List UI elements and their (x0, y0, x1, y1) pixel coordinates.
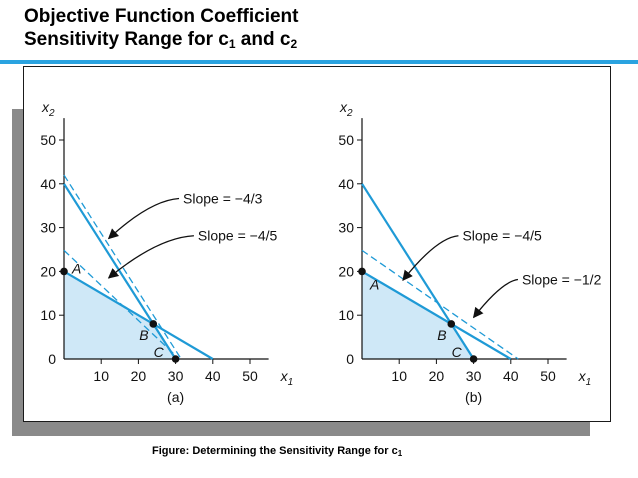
panel-a-annotation-arrow-2 (107, 235, 194, 279)
title-sub-2: 2 (290, 37, 298, 51)
panel-b-y-tick-label: 20 (338, 263, 354, 279)
panel-a-x-tick-label: 40 (205, 368, 221, 384)
panel-b-annotation-arrow-2 (472, 278, 519, 319)
panel-b-y-axis-label-sub: 2 (346, 108, 353, 119)
panel-b-y-tick-label: 50 (338, 132, 354, 148)
panel-b-x-tick-label: 40 (503, 368, 519, 384)
panel-a-point-b (149, 320, 158, 328)
title-line-2-prefix: Sensitivity Range for c (24, 29, 229, 50)
panel-b-x-tick-label: 10 (391, 368, 407, 384)
panel-b-point-b (447, 320, 456, 328)
panel-b-annotation-label-2: Slope = −1/2 (522, 272, 602, 288)
panel-b-point-a (358, 267, 366, 276)
panel-b-point-label-a: A (369, 276, 379, 292)
panel-a-x-axis-label: x1 (280, 368, 294, 388)
title-line-2: Sensitivity Range for c1 and c2 (24, 28, 298, 56)
figure-frame (23, 66, 611, 422)
panel-a-constraint-line (63, 270, 214, 360)
panel-a-x-tick-label: 20 (131, 368, 147, 384)
title-divider (0, 60, 638, 64)
panel-a-x-axis-label-sub: 1 (288, 377, 294, 388)
panel-b-x-axis-label: x1 (578, 368, 592, 388)
panel-b-x-tick-label: 20 (429, 368, 445, 384)
panel-b-point-label-b: B (437, 327, 446, 343)
panel-b-y-tick-label: 0 (346, 351, 354, 367)
panel-b-point-label-c: C (452, 344, 463, 360)
panel-a-x-tick-label: 10 (93, 368, 109, 384)
panel-a-y-tick-label: 10 (40, 307, 56, 323)
panel-b-y-axis-label: x2 (339, 99, 353, 119)
panel-a-y-tick-label: 20 (40, 263, 56, 279)
panel-a-y-axis-label: x2 (41, 99, 55, 119)
panel-b-x-tick-label: 30 (466, 368, 482, 384)
panel-a-objective-line (63, 249, 180, 360)
panel-a-x-tick-label: 50 (242, 368, 258, 384)
panel-a-y-tick-label: 30 (40, 220, 56, 236)
panel-a-y-tick-label: 40 (40, 176, 56, 192)
title-line-2-mid: and c (235, 29, 291, 50)
panel-b-annotation-arrow-1 (402, 235, 459, 281)
panel-a-point-c (171, 355, 180, 363)
panel-b-y-tick-label: 30 (338, 220, 354, 236)
title-sub-1: 1 (228, 37, 236, 51)
panel-a-point-a (60, 267, 68, 276)
panel-a-point-label-b: B (139, 327, 148, 343)
panel-a-y-tick-label: 0 (48, 351, 56, 367)
panel-b-constraint-line (361, 183, 475, 360)
panel-a-annotation-label-2: Slope = −4/5 (198, 228, 278, 244)
title-line-1: Objective Function Coefficient (24, 6, 299, 27)
panel-b-feasible-region (362, 271, 474, 359)
panel-a-x-tick-label: 30 (168, 368, 184, 384)
panel-b-x-axis-label-sub: 1 (586, 377, 592, 388)
panel-b-x-tick-label: 50 (540, 368, 556, 384)
panel-b-y-tick-label: 10 (338, 307, 354, 323)
panel-a-feasible-region (64, 271, 176, 359)
panel-a-caption-label: (a) (167, 389, 184, 405)
page-title: Objective Function Coefficient Sensitivi… (24, 5, 298, 56)
caption-sub: 1 (397, 449, 403, 458)
panel-a-y-tick-label: 50 (40, 132, 56, 148)
panel-a-annotation-arrow-1 (107, 197, 180, 240)
panel-b-objective-line (361, 249, 519, 360)
panel-a-point-label-a: A (71, 260, 81, 276)
panel-b-annotation-label-1: Slope = −4/5 (462, 228, 542, 244)
panel-b-y-tick-label: 40 (338, 176, 354, 192)
panel-a-objective-line (63, 174, 182, 360)
panel-a-y-axis-label-sub: 2 (48, 108, 55, 119)
panel-b-objective-line (361, 270, 512, 360)
panel-a-annotation-label-1: Slope = −4/3 (183, 191, 263, 207)
caption-text: Figure: Determining the Sensitivity Rang… (152, 445, 398, 457)
figure-caption: Figure: Determining the Sensitivity Rang… (152, 445, 402, 458)
panel-b-point-c (469, 355, 478, 363)
panel-b-caption-label: (b) (465, 389, 482, 405)
panel-a-constraint-line (63, 183, 177, 360)
panel-a-point-label-c: C (154, 344, 165, 360)
